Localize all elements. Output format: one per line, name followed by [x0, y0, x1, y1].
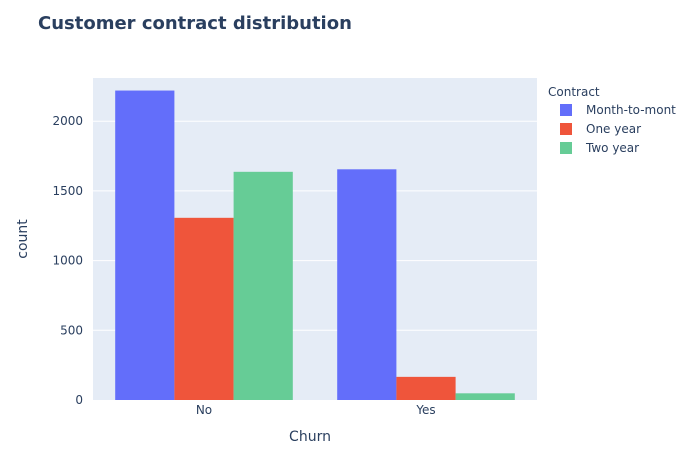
legend-title: Contract	[548, 85, 600, 99]
legend-swatch[interactable]	[560, 142, 572, 154]
y-tick-label: 500	[60, 323, 83, 337]
bar-two-year-yes[interactable]	[455, 393, 515, 400]
bars	[115, 90, 515, 400]
legend-swatch[interactable]	[560, 104, 572, 116]
x-tick-label: No	[196, 403, 212, 417]
legend[interactable]: Contract Month-to-mont One year Two year	[548, 85, 676, 155]
y-tick-label: 1500	[52, 184, 83, 198]
bar-month-to-month-no[interactable]	[115, 90, 175, 400]
bar-one-year-yes[interactable]	[396, 376, 456, 400]
x-tick-labels: No Yes	[196, 403, 436, 417]
y-tick-labels: 0 500 1000 1500 2000	[52, 114, 83, 407]
x-axis-title: Churn	[289, 429, 331, 445]
legend-label[interactable]: One year	[586, 122, 641, 136]
legend-label[interactable]: Month-to-mont	[586, 103, 676, 117]
chart-title: Customer contract distribution	[38, 13, 352, 34]
x-tick-label: Yes	[415, 403, 435, 417]
y-tick-label: 1000	[52, 254, 83, 268]
bar-one-year-no[interactable]	[174, 217, 234, 400]
bar-month-to-month-yes[interactable]	[337, 169, 397, 400]
y-tick-label: 2000	[52, 114, 83, 128]
y-tick-label: 0	[75, 393, 83, 407]
y-axis-title: count	[15, 219, 31, 259]
legend-swatch[interactable]	[560, 123, 572, 135]
legend-label[interactable]: Two year	[585, 141, 639, 155]
bar-two-year-no[interactable]	[233, 171, 293, 400]
